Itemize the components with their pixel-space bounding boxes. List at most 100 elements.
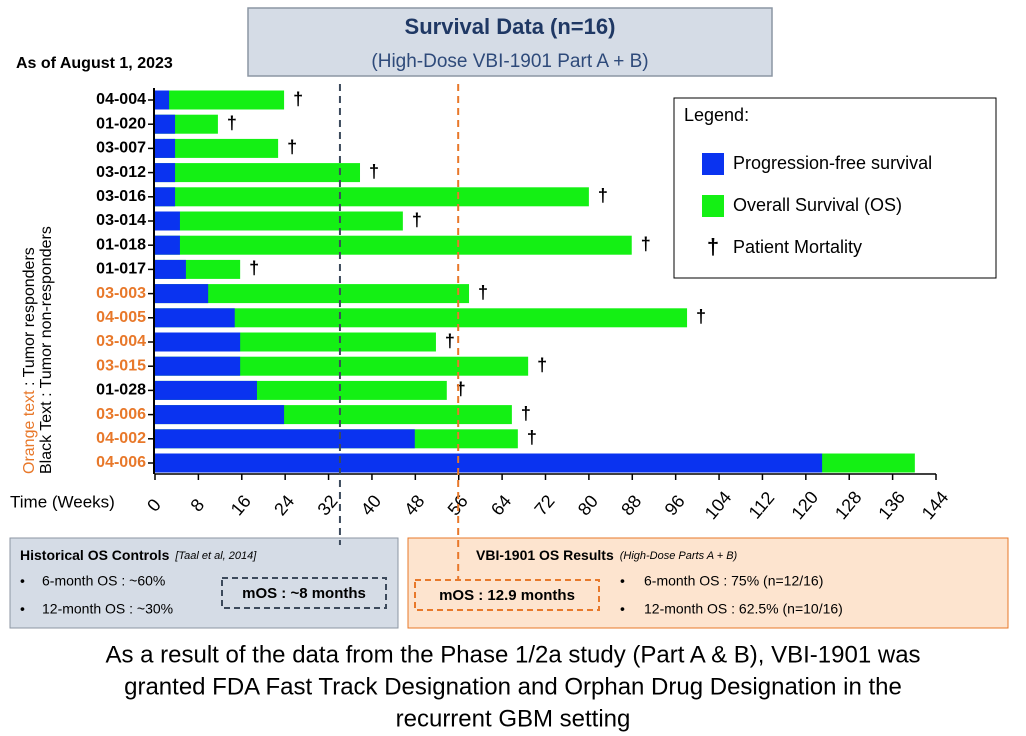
- historical-panel: [9, 537, 399, 629]
- y-tick-label: 04-005: [96, 309, 146, 326]
- y-tick-label: 01-018: [96, 236, 146, 253]
- side-note: Black Text : Tumor non-responders: [38, 226, 55, 474]
- pfs-bar: [155, 235, 180, 255]
- bullet: •: [620, 601, 625, 617]
- x-tick-label: 72: [530, 491, 558, 519]
- mortality-marker: †: [641, 234, 651, 254]
- historical-bullet: 6-month OS : ~60%: [42, 573, 165, 589]
- mortality-marker: †: [293, 89, 303, 109]
- pfs-bar: [155, 211, 180, 231]
- y-tick-label: 03-014: [96, 212, 146, 229]
- footer-line: granted FDA Fast Track Designation and O…: [124, 673, 902, 700]
- os-bar: [155, 187, 589, 207]
- os-bar: [155, 235, 632, 255]
- y-tick-label: 03-006: [96, 406, 146, 423]
- mos-label: mOS : ~8 months: [242, 585, 366, 602]
- x-axis-label: Time (Weeks): [10, 492, 115, 511]
- pfs-bar: [155, 187, 176, 207]
- y-tick-label: 03-007: [96, 140, 146, 157]
- pfs-bar: [155, 429, 415, 449]
- footer-line: recurrent GBM setting: [396, 705, 631, 732]
- pfs-bar: [155, 163, 176, 183]
- chart-title: Survival Data (n=16): [405, 14, 616, 39]
- y-tick-label: 01-017: [96, 261, 146, 278]
- x-tick-label: 8: [187, 495, 209, 516]
- os-bar: [155, 163, 361, 183]
- os-bar: [155, 308, 688, 328]
- x-tick-label: 16: [227, 491, 255, 519]
- results-citation: (High-Dose Parts A + B): [620, 550, 738, 562]
- mortality-marker: †: [598, 186, 608, 206]
- y-tick-label: 04-002: [96, 430, 146, 447]
- x-tick-label: 32: [313, 491, 341, 519]
- pfs-bar: [155, 332, 241, 352]
- legend-label: Overall Survival (OS): [733, 195, 902, 215]
- pfs-bar: [155, 356, 241, 376]
- date-note: As of August 1, 2023: [16, 55, 173, 72]
- pfs-bar: [155, 284, 209, 304]
- bullet: •: [620, 573, 625, 589]
- x-tick-label: 104: [701, 487, 736, 523]
- results-bullet: 6-month OS : 75% (n=12/16): [644, 573, 823, 589]
- mortality-marker: †: [445, 331, 455, 351]
- pfs-bar: [155, 138, 176, 158]
- pfs-bar: [155, 308, 235, 328]
- side-note-key: Orange text: [21, 390, 38, 474]
- y-tick-label: 03-016: [96, 188, 146, 205]
- historical-title-text: Historical OS Controls: [20, 547, 170, 563]
- legend-swatch: [702, 153, 724, 175]
- x-tick-label: 48: [400, 491, 428, 519]
- x-tick-label: 40: [357, 491, 385, 519]
- bullet: •: [20, 601, 25, 617]
- side-note-text: : Tumor non-responders: [38, 226, 55, 401]
- mortality-marker: †: [537, 355, 547, 375]
- pfs-bar: [155, 114, 176, 134]
- historical-title: Historical OS Controls [Taal et al, 2014]: [20, 547, 257, 563]
- os-bar: [155, 284, 470, 304]
- pfs-bar: [155, 90, 170, 110]
- x-tick-label: 128: [831, 487, 866, 523]
- os-bar: [155, 138, 279, 158]
- os-bar: [155, 356, 529, 376]
- y-tick-label: 03-015: [96, 357, 146, 374]
- mos-label: mOS : 12.9 months: [439, 587, 575, 604]
- legend-symbol: †: [707, 234, 719, 259]
- pfs-bar: [155, 259, 186, 279]
- x-tick-label: 120: [788, 487, 823, 523]
- title-box: [247, 7, 773, 77]
- chart-subtitle: (High-Dose VBI-1901 Part A + B): [371, 51, 648, 72]
- y-tick-label: 03-012: [96, 164, 146, 181]
- y-tick-label: 03-004: [96, 333, 146, 350]
- legend-label: Progression-free survival: [733, 153, 932, 173]
- mos-box: [221, 577, 387, 609]
- mortality-marker: †: [456, 379, 466, 399]
- x-tick-label: 96: [661, 491, 689, 519]
- results-title-text: VBI-1901 OS Results: [476, 547, 614, 563]
- mos-box: [414, 579, 600, 611]
- results-title: VBI-1901 OS Results (High-Dose Parts A + …: [476, 547, 738, 563]
- footer-line: As a result of the data from the Phase 1…: [105, 641, 920, 668]
- pfs-bar: [155, 380, 257, 400]
- legend-label: Patient Mortality: [733, 237, 862, 257]
- legend-box: [673, 97, 997, 279]
- mortality-marker: †: [521, 403, 531, 423]
- mortality-marker: †: [478, 282, 488, 302]
- y-tick-label: 03-003: [96, 285, 146, 302]
- mortality-marker: †: [227, 113, 237, 133]
- os-bar: [155, 211, 403, 231]
- y-tick-label: 01-020: [96, 115, 146, 132]
- x-tick-label: 136: [874, 487, 909, 523]
- y-tick-label: 01-028: [96, 382, 146, 399]
- y-tick-label: 04-006: [96, 454, 146, 471]
- bullet: •: [20, 573, 25, 589]
- x-tick-label: 24: [270, 491, 298, 519]
- x-tick-label: 112: [745, 488, 779, 523]
- x-tick-label: 144: [918, 487, 953, 523]
- legend-title: Legend:: [684, 105, 749, 125]
- mortality-marker: †: [412, 210, 422, 230]
- legend-swatch: [702, 195, 724, 217]
- x-tick-label: 0: [143, 495, 165, 516]
- x-tick-label: 80: [574, 491, 602, 519]
- x-tick-label: 64: [487, 491, 515, 519]
- side-note-key: Black Text: [38, 401, 55, 474]
